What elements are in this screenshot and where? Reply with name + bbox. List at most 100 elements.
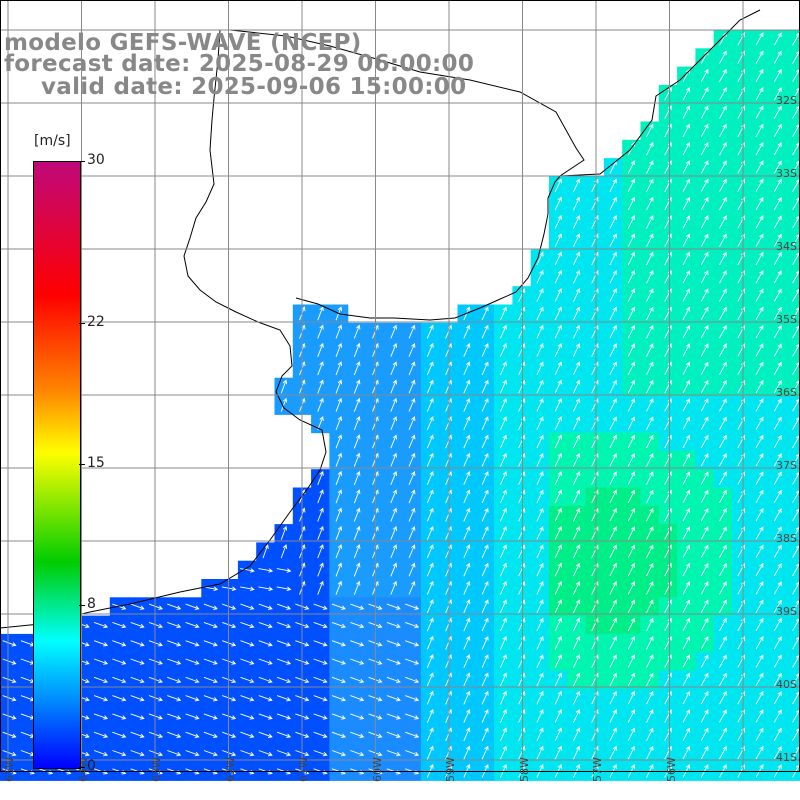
wind-speed-cell: [786, 579, 800, 598]
wind-arrow: [773, 453, 782, 467]
wind-arrow: [353, 324, 361, 339]
wind-arrow: [627, 416, 636, 430]
wind-arrow: [627, 544, 636, 559]
wind-arrow: [719, 489, 727, 504]
wind-speed-cell: [786, 286, 800, 306]
wind-arrow: [386, 603, 401, 610]
wind-arrow: [554, 416, 562, 430]
wind-arrow: [755, 50, 764, 64]
wind-arrow: [499, 397, 507, 412]
wind-arrow: [536, 288, 544, 302]
wind-arrow: [463, 672, 471, 687]
wind-arrow: [481, 727, 489, 742]
wind-arrow: [390, 379, 398, 394]
wind-arrow: [773, 87, 782, 101]
wind-arrow: [755, 178, 764, 192]
wind-arrow: [554, 471, 562, 485]
wind-arrow: [682, 141, 691, 156]
wind-arrow: [700, 87, 709, 101]
wind-arrow: [773, 178, 782, 192]
wind-arrow: [773, 325, 782, 339]
wind-arrow: [499, 672, 507, 687]
wind-arrow: [627, 599, 636, 613]
wind-arrow: [426, 471, 434, 485]
wind-arrow: [554, 544, 562, 559]
wind-arrow: [646, 178, 654, 193]
wind-arrow: [335, 525, 343, 540]
wind-arrow: [719, 160, 727, 174]
wind-arrow: [148, 713, 163, 720]
wind-arrow: [331, 695, 346, 702]
wind-arrow: [572, 196, 581, 211]
wind-arrow: [554, 654, 562, 668]
wind-arrow: [481, 672, 489, 687]
wind-arrow: [627, 288, 636, 302]
wind-arrow: [755, 453, 764, 467]
wind-arrow: [719, 416, 727, 430]
wind-arrow: [646, 727, 654, 742]
wind-arrow: [554, 196, 562, 211]
wind-arrow: [755, 599, 764, 613]
wind-arrow: [317, 489, 324, 504]
wind-arrow: [682, 507, 691, 522]
wind-arrow: [317, 361, 324, 376]
wind-arrow: [185, 658, 200, 665]
wind-arrow: [719, 141, 727, 156]
wind-arrow: [240, 621, 255, 629]
wind-arrow: [463, 361, 471, 376]
wind-arrow: [682, 251, 691, 266]
wind-arrow: [700, 544, 709, 558]
wind-arrow: [609, 745, 617, 760]
wind-arrow: [755, 324, 764, 339]
wind-arrow: [554, 379, 562, 394]
wind-speed-cell: [786, 560, 800, 580]
wind-arrow: [700, 654, 709, 668]
wind-arrow: [481, 471, 489, 485]
wind-arrow: [646, 361, 654, 376]
wind-arrow: [405, 621, 420, 629]
wind-arrow: [130, 695, 145, 702]
wind-arrow: [258, 640, 273, 647]
wind-arrow: [463, 379, 471, 394]
wind-arrow: [353, 434, 361, 449]
wind-arrow: [755, 544, 764, 558]
wind-arrow: [240, 713, 255, 720]
wind-arrow: [719, 50, 727, 64]
wind-arrow: [609, 709, 617, 723]
wind-arrow: [130, 676, 145, 684]
wind-arrow: [112, 621, 127, 629]
wind-arrow: [353, 361, 361, 376]
wind-arrow: [773, 709, 782, 723]
wind-arrow: [627, 215, 636, 229]
wind-arrow: [499, 343, 507, 357]
wind-arrow: [627, 654, 636, 668]
wind-arrow: [499, 690, 507, 705]
longitude-label: 62W: [223, 757, 237, 782]
wind-arrow: [554, 580, 562, 595]
wind-arrow: [572, 690, 581, 705]
wind-arrow: [646, 269, 654, 284]
wind-arrow: [554, 599, 562, 613]
wind-arrow: [335, 507, 343, 522]
wind-arrow: [536, 654, 544, 668]
wind-arrow: [408, 324, 416, 339]
wind-arrow: [773, 691, 782, 705]
wind-arrow: [499, 471, 507, 485]
wind-arrow: [572, 745, 581, 760]
wind-arrow: [554, 672, 562, 687]
wind-arrow: [499, 617, 507, 632]
wind-arrow: [536, 324, 544, 339]
wind-arrow: [536, 635, 544, 650]
wind-arrow: [203, 695, 218, 702]
wind-arrow: [627, 562, 636, 577]
wind-arrow: [386, 640, 401, 647]
wind-arrow: [148, 621, 163, 629]
wind-arrow: [719, 745, 727, 760]
wind-arrow: [773, 233, 782, 247]
colorbar-label: 30: [87, 152, 105, 168]
wind-arrow: [682, 745, 691, 760]
wind-arrow: [700, 306, 709, 321]
wind-arrow: [481, 434, 489, 449]
wind-arrow: [554, 269, 562, 284]
wind-arrow: [240, 658, 255, 665]
